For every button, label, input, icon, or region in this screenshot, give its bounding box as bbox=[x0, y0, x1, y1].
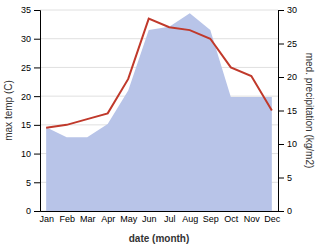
tick-label: 0 bbox=[287, 206, 292, 216]
tick: Aug bbox=[182, 211, 198, 224]
tick-label: 35 bbox=[21, 5, 31, 15]
tick-mark bbox=[34, 39, 40, 40]
tick-label: Oct bbox=[224, 214, 239, 224]
tick-label: 15 bbox=[287, 106, 297, 116]
tick: 30 bbox=[278, 5, 297, 15]
tick: 5 bbox=[26, 178, 40, 188]
y2-axis-title: med. precipitation (kg/m2) bbox=[304, 53, 315, 169]
tick-label: 25 bbox=[287, 39, 297, 49]
tick: 25 bbox=[278, 39, 297, 49]
tick-mark bbox=[34, 67, 40, 68]
tick-label: 30 bbox=[287, 5, 297, 15]
tick-label: Aug bbox=[182, 214, 198, 224]
line bbox=[46, 19, 272, 128]
chart: Jan Feb Mar Apr May Jun Jul Aug Sep Oct NovDec 0 5 10… bbox=[0, 0, 318, 247]
y2-axis: 0 5 10 15 20 25 30 bbox=[278, 5, 297, 216]
tick-label: 5 bbox=[287, 173, 292, 183]
y-axis-title: max temp (C) bbox=[3, 80, 14, 141]
tick: 20 bbox=[21, 92, 40, 102]
tick: 10 bbox=[278, 139, 297, 149]
tick-mark bbox=[278, 144, 284, 145]
tick: 15 bbox=[21, 120, 40, 130]
grid bbox=[40, 10, 278, 211]
tick: 0 bbox=[26, 206, 40, 216]
tick-label: Feb bbox=[59, 214, 75, 224]
tick: Feb bbox=[59, 211, 75, 224]
tick-mark bbox=[34, 10, 40, 11]
axis-line bbox=[41, 211, 279, 212]
tick-label: 10 bbox=[287, 139, 297, 149]
tick-mark bbox=[34, 211, 40, 212]
tick: 35 bbox=[21, 5, 40, 15]
tick-mark bbox=[278, 178, 284, 179]
tick-mark bbox=[34, 154, 40, 155]
tick-label: Sep bbox=[203, 214, 219, 224]
tick-mark bbox=[278, 77, 284, 78]
tick-mark bbox=[278, 44, 284, 45]
plot-area bbox=[46, 13, 272, 211]
tick-label: 25 bbox=[21, 63, 31, 73]
tick-label: Jun bbox=[142, 214, 157, 224]
tick-mark bbox=[278, 111, 284, 112]
tick-label: Jan bbox=[39, 214, 54, 224]
tick-mark bbox=[34, 125, 40, 126]
tick-label: Dec bbox=[264, 214, 281, 224]
tick-mark bbox=[34, 182, 40, 183]
tick: Jun bbox=[142, 211, 157, 224]
tick: Oct bbox=[224, 211, 239, 224]
tick-label: 0 bbox=[26, 206, 31, 216]
tick-mark bbox=[278, 211, 284, 212]
tick-label: 20 bbox=[287, 72, 297, 82]
tick: 0 bbox=[278, 206, 292, 216]
tick-label: 5 bbox=[26, 178, 31, 188]
tick: 25 bbox=[21, 63, 40, 73]
tick-mark bbox=[34, 96, 40, 97]
tick: 5 bbox=[278, 173, 292, 183]
tick-label: 15 bbox=[21, 120, 31, 130]
tick: Jul bbox=[164, 211, 176, 224]
x-axis: Jan Feb Mar Apr May Jun Jul Aug Sep Oct NovDec bbox=[39, 211, 280, 224]
y-axis: 0 5 10 15 20 25 30 35 bbox=[21, 5, 41, 216]
tick: 10 bbox=[21, 149, 40, 159]
tick-label: 10 bbox=[21, 149, 31, 159]
grid-line bbox=[40, 10, 278, 11]
area bbox=[46, 13, 272, 211]
tick: 15 bbox=[278, 106, 297, 116]
tick: Nov bbox=[244, 211, 261, 224]
tick: Dec bbox=[264, 211, 281, 224]
tick-label: May bbox=[120, 214, 138, 224]
tick-label: Jul bbox=[164, 214, 176, 224]
tick: 20 bbox=[278, 72, 297, 82]
tick: Mar bbox=[80, 211, 96, 224]
tick: Apr bbox=[101, 211, 115, 224]
tick: Sep bbox=[203, 211, 219, 224]
axis-line bbox=[34, 11, 41, 212]
tick: 30 bbox=[21, 34, 40, 44]
tick-label: 30 bbox=[21, 34, 31, 44]
tick-label: Apr bbox=[101, 214, 115, 224]
axis-line bbox=[279, 11, 285, 212]
tick-label: Nov bbox=[244, 214, 261, 224]
tick-label: 20 bbox=[21, 92, 31, 102]
x-axis-title: date (month) bbox=[129, 233, 190, 244]
tick-label: Mar bbox=[80, 214, 96, 224]
tick: May bbox=[120, 211, 138, 224]
tick-mark bbox=[278, 10, 284, 11]
tick: Jan bbox=[39, 211, 54, 224]
